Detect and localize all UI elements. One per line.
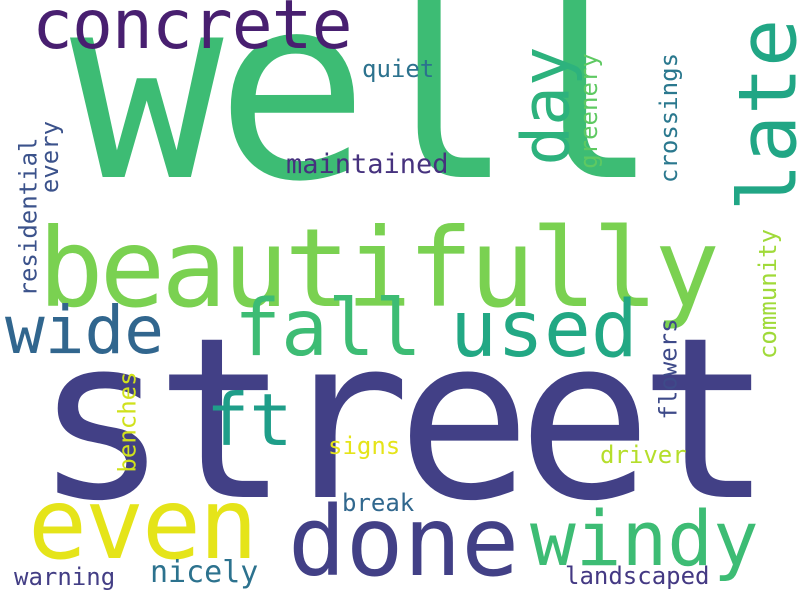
word-flowers: flowers [654,318,683,420]
word-quiet: quiet [362,55,435,83]
word-beautifully: beautifully [38,205,720,332]
word-benches: benches [113,371,142,473]
word-nicely: nicely [150,555,259,590]
word-windy: windy [530,494,759,583]
word-concrete: concrete [32,0,353,65]
word-fall: fall [234,284,422,374]
word-late: late [721,18,800,212]
word-day: day [507,46,585,166]
word-signs: signs [328,432,401,460]
word-used: used [450,285,638,375]
word-warning: warning [14,563,116,591]
word-break: break [342,489,415,517]
word-ft: ft [206,378,293,462]
word-wide: wide [5,292,164,369]
word-done: done [288,486,520,598]
word-crossings: crossings [655,52,684,184]
word-even: even [28,468,258,582]
word-maintained: maintained [286,149,449,180]
word-community: community [754,228,783,360]
word-well: well [70,0,660,238]
word-landscaped: landscaped [565,562,710,590]
word-every: every [36,120,65,194]
word-greenery: greenery [574,53,603,169]
word-driver: driver [600,441,687,469]
word-street: street [34,289,773,550]
